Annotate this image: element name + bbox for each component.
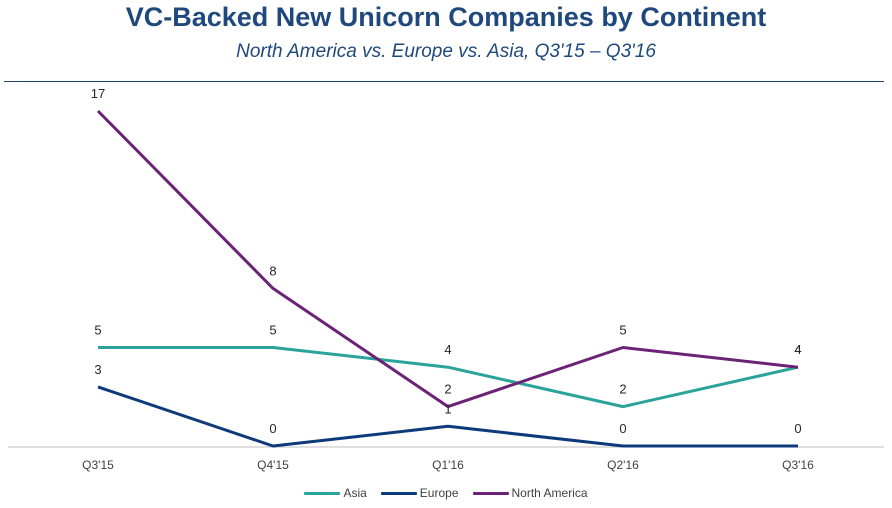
legend-swatch [472,491,509,495]
legend-label: Europe [419,486,459,500]
data-label-europe-1: 0 [269,421,276,436]
data-label-asia-2: 4 [444,342,451,357]
legend-swatch [304,491,341,495]
legend-item-asia: Asia [304,486,367,500]
legend-label: Asia [343,486,367,500]
series-line-europe [97,385,798,448]
x-tick-layer: Q3'15 Q4'15 Q1'16 Q2'16 Q3'16 [82,458,814,472]
series-line-asia [98,346,799,409]
x-tick-label: Q3'15 [82,458,114,472]
title-divider [4,81,884,82]
data-label-europe-2: 1 [444,401,451,416]
data-label-asia-4: 4 [794,342,801,357]
legend-item-europe: Europe [380,486,459,500]
data-label-europe-3: 0 [619,421,626,436]
legend-swatch [380,491,417,495]
data-label-north-america-1: 8 [269,263,276,278]
data-label-north-america-2: 2 [444,382,451,397]
x-tick-label: Q2'16 [607,458,639,472]
data-label-north-america-0: 17 [91,86,105,101]
x-tick-label: Q4'15 [257,458,289,472]
data-label-north-america-4: 4 [794,342,801,357]
data-label-north-america-3: 5 [619,322,626,337]
legend-item-north-america: North America [472,486,588,500]
data-label-asia-0: 5 [94,322,101,337]
x-tick-label: Q1'16 [432,458,464,472]
chart-subtitle: North America vs. Europe vs. Asia, Q3'15… [236,41,656,62]
chart-legend: Asia Europe North America [0,486,892,500]
x-tick-label: Q3'16 [782,458,814,472]
data-label-asia-3: 2 [619,382,626,397]
legend-label: North America [511,486,588,500]
data-label-europe-0: 3 [94,362,101,377]
data-label-europe-4: 0 [794,421,801,436]
series-layer [96,109,799,448]
series-line-north-america [96,109,799,409]
chart-title: VC-Backed New Unicorn Companies by Conti… [125,2,767,32]
data-label-asia-1: 5 [269,322,276,337]
